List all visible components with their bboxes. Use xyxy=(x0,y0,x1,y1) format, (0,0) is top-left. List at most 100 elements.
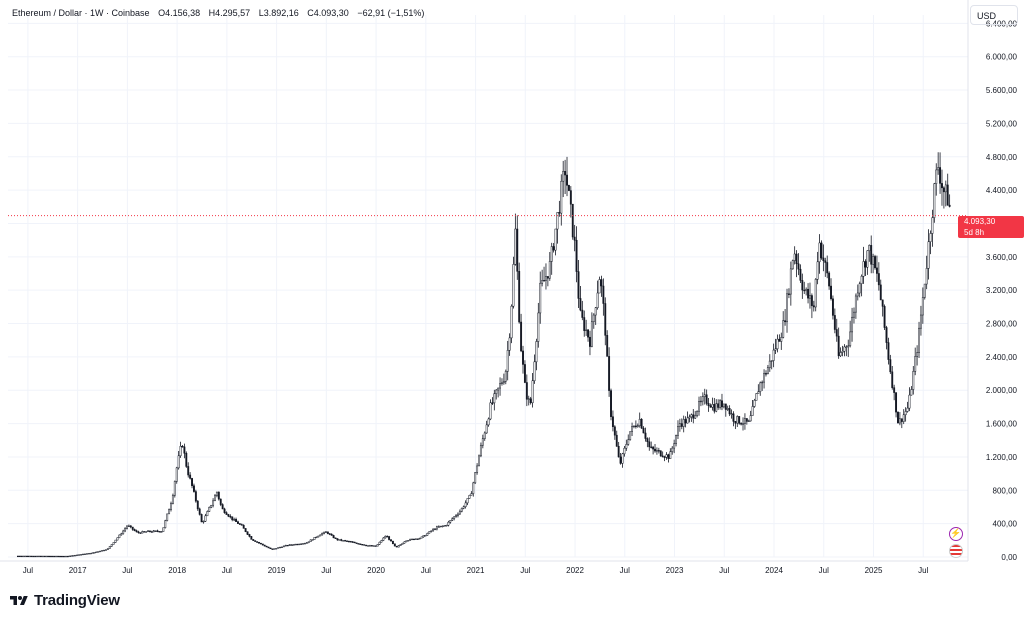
candle-body xyxy=(721,400,723,408)
candle-body xyxy=(91,552,94,554)
candle-body xyxy=(556,212,559,230)
candle-body xyxy=(363,544,366,546)
candle-body xyxy=(131,526,134,530)
tradingview-logo[interactable]: TradingView xyxy=(8,592,120,609)
symbol-title[interactable]: Ethereum / Dollar · 1W · Coinbase xyxy=(12,8,150,18)
candle-body xyxy=(215,491,218,496)
time-axis[interactable]: Jul 2017 Jul 2018 Jul 2019 Jul 2020 Jul 2021 Jul 20… xyxy=(0,560,968,575)
candle-body xyxy=(539,282,542,314)
candle-body xyxy=(927,241,930,269)
candle-body xyxy=(864,261,867,268)
price-axis[interactable]: 0,00 400,00 800,00 1.200,00 1.600,00 2.000,00… xyxy=(967,0,1018,562)
candle-body xyxy=(217,491,220,500)
candle-body xyxy=(275,548,278,550)
candle-body xyxy=(18,555,21,558)
candle-body xyxy=(57,555,60,558)
candle-body xyxy=(554,228,557,251)
candle-body xyxy=(325,531,327,533)
candle-body xyxy=(271,548,274,550)
candle-body xyxy=(594,307,597,316)
candle-body xyxy=(761,381,764,384)
candle-body xyxy=(818,242,821,263)
candle-body xyxy=(533,361,536,382)
candle-body xyxy=(200,514,203,523)
candle-body xyxy=(242,525,245,529)
bar-countdown: 5d 8h xyxy=(964,228,985,237)
y-tick-label: 1.200,00 xyxy=(986,453,1018,462)
candle-body xyxy=(749,415,752,422)
candle-body xyxy=(214,495,216,502)
candle-body xyxy=(870,245,873,265)
candle-body xyxy=(45,555,48,558)
candle-body xyxy=(194,491,197,502)
us-flag-icon[interactable] xyxy=(949,544,963,558)
candle-body xyxy=(265,545,268,548)
change-value: −62,91 (−1,51%) xyxy=(357,8,425,18)
currency-button[interactable]: USD xyxy=(970,5,1018,25)
candle-body xyxy=(439,525,442,528)
candle-body xyxy=(860,275,863,284)
candle-body xyxy=(856,292,859,297)
candle-body xyxy=(795,253,798,265)
candle-body xyxy=(621,453,624,464)
candle-body xyxy=(118,534,121,539)
candle-body xyxy=(435,526,438,530)
candle-body xyxy=(34,555,37,558)
candle-body xyxy=(426,533,429,536)
candle-body xyxy=(305,542,308,544)
grid-lines xyxy=(8,15,968,558)
candle-body xyxy=(558,212,561,214)
symbol-header: Ethereum / Dollar · 1W · Coinbase O4.156… xyxy=(12,8,430,18)
candle-body xyxy=(487,418,490,426)
candle-body xyxy=(93,552,96,554)
candle-body xyxy=(347,540,350,543)
candle-body xyxy=(460,507,463,512)
candle-body xyxy=(286,544,289,547)
candle-body xyxy=(830,285,832,300)
candle-body xyxy=(766,367,769,375)
candle-body xyxy=(64,555,67,558)
candle-body xyxy=(36,555,39,558)
candle-body xyxy=(340,539,343,541)
candle-body xyxy=(738,416,741,424)
lightning-icon[interactable]: ⚡ xyxy=(949,527,963,541)
candle-body xyxy=(696,410,699,416)
y-tick-label: 2.400,00 xyxy=(986,353,1018,362)
candle-body xyxy=(527,398,530,400)
candle-body xyxy=(317,535,320,538)
candle-body xyxy=(510,305,513,339)
last-price-badge[interactable]: 4.093,30 5d 8h xyxy=(958,216,1024,238)
candle-body xyxy=(881,299,884,307)
candle-body xyxy=(566,174,568,186)
candle-body xyxy=(562,171,565,182)
candle-body xyxy=(175,467,178,482)
candle-body xyxy=(133,529,136,531)
candle-body xyxy=(667,454,670,459)
candle-body xyxy=(839,352,842,357)
candle-body xyxy=(336,538,339,541)
candle-body xyxy=(238,523,241,525)
candle-body xyxy=(742,423,744,425)
candle-body xyxy=(569,190,572,205)
candle-body xyxy=(244,528,247,532)
candle-body xyxy=(935,169,938,184)
candle-body xyxy=(726,408,729,410)
candle-body xyxy=(24,555,27,558)
candle-body xyxy=(294,543,297,546)
candle-body xyxy=(782,320,785,338)
candle-body xyxy=(420,536,423,539)
candle-body xyxy=(150,531,153,533)
candle-body xyxy=(447,521,450,526)
candle-body xyxy=(638,418,641,426)
candle-body xyxy=(351,541,354,543)
candle-body xyxy=(41,555,44,558)
candle-body xyxy=(791,260,794,270)
candle-body xyxy=(185,453,188,467)
candle-body xyxy=(97,551,100,553)
candle-body xyxy=(906,407,909,412)
candle-body xyxy=(273,548,276,550)
candle-body xyxy=(730,413,733,415)
candle-body xyxy=(292,544,295,546)
candle-body xyxy=(747,420,750,422)
